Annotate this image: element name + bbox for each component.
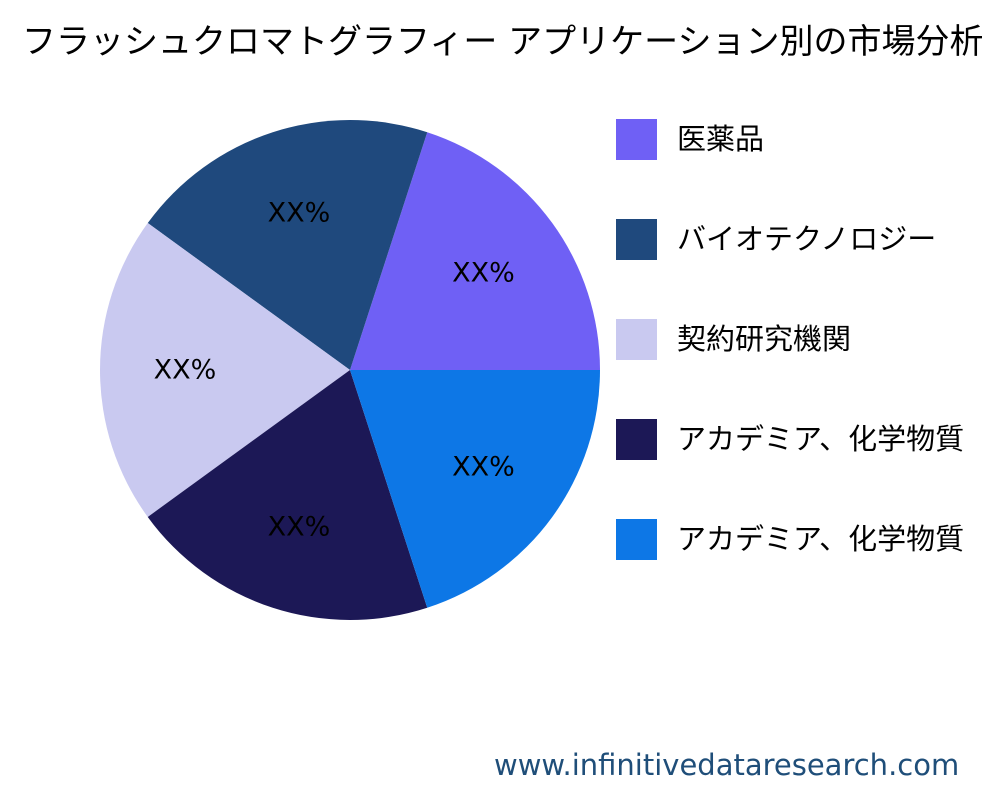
legend-label: 契約研究機関 [677,322,852,356]
pie-slice [350,132,600,370]
slice-data-label: XX% [154,355,217,386]
legend-swatch [616,219,657,260]
pie-slice [147,120,428,370]
slice-data-label: XX% [452,258,515,289]
legend-swatch [616,419,657,460]
pie-slice [350,370,600,608]
legend-swatch [616,119,657,160]
legend-label: バイオテクノロジー [677,222,937,256]
slice-data-label: XX% [268,198,331,229]
pie-slice [147,370,428,620]
pie-slice [100,223,350,517]
legend-label: 医薬品 [677,122,765,156]
legend-label: アカデミア、化学物質 [677,422,965,456]
legend-swatch [616,519,657,560]
chart-title: フラッシュクロマトグラフィー アプリケーション別の市場分析 [22,22,984,62]
slice-data-label: XX% [268,511,331,542]
legend-label: アカデミア、化学物質 [677,522,965,556]
source-url: www.infinitivedataresearch.com [494,748,960,782]
legend-swatch [616,319,657,360]
slice-data-label: XX% [452,451,515,482]
